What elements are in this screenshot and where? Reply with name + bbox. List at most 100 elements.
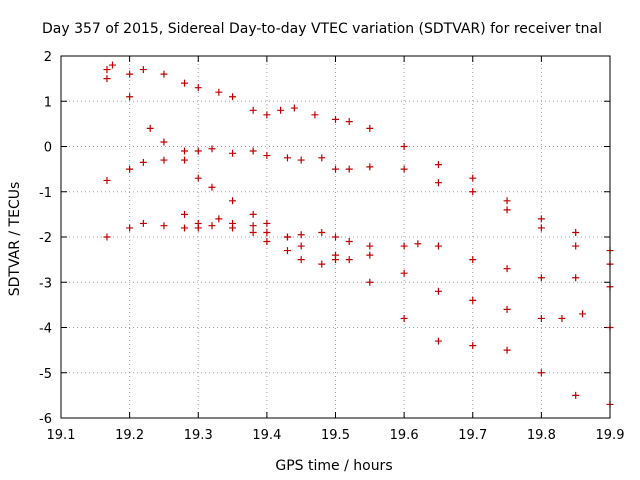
y-tick-label: -1 bbox=[39, 186, 52, 201]
data-point bbox=[215, 215, 223, 223]
data-point bbox=[537, 274, 545, 282]
data-point bbox=[318, 228, 326, 236]
data-point bbox=[400, 242, 408, 250]
y-tick-label: 2 bbox=[44, 50, 52, 65]
data-point bbox=[249, 147, 257, 155]
data-point bbox=[345, 238, 353, 246]
points-layer bbox=[103, 61, 614, 408]
y-tick-label: -4 bbox=[39, 322, 52, 337]
data-point bbox=[400, 143, 408, 150]
data-point bbox=[229, 224, 237, 232]
data-point bbox=[249, 210, 257, 218]
data-point bbox=[469, 296, 477, 304]
data-point bbox=[249, 106, 257, 114]
data-point bbox=[103, 176, 111, 184]
x-tick-label: 19.9 bbox=[596, 428, 625, 443]
data-point bbox=[366, 124, 374, 132]
data-point bbox=[469, 188, 477, 196]
data-point bbox=[503, 206, 511, 214]
data-point bbox=[263, 111, 271, 119]
data-point bbox=[469, 256, 477, 264]
y-tick-label: -3 bbox=[39, 276, 52, 291]
data-point bbox=[345, 118, 353, 126]
data-point bbox=[400, 314, 408, 322]
data-point bbox=[469, 174, 477, 182]
data-point bbox=[297, 156, 305, 164]
y-tick-label: 1 bbox=[44, 95, 52, 110]
data-point bbox=[181, 147, 189, 155]
data-point bbox=[283, 247, 291, 255]
data-point bbox=[263, 219, 271, 227]
data-point bbox=[181, 224, 189, 232]
series-track-e bbox=[181, 210, 614, 331]
x-tick-label: 19.2 bbox=[115, 428, 144, 443]
data-point bbox=[181, 79, 189, 87]
x-tick-label: 19.1 bbox=[47, 428, 76, 443]
data-point bbox=[366, 278, 374, 286]
data-point bbox=[215, 88, 223, 96]
data-point bbox=[434, 242, 442, 250]
data-point bbox=[318, 154, 326, 162]
data-point bbox=[263, 228, 271, 236]
series-track-d bbox=[103, 219, 614, 291]
data-point bbox=[126, 165, 134, 173]
data-point bbox=[249, 222, 257, 230]
y-axis-label: SDTVAR / TECUs bbox=[7, 182, 23, 297]
chart-title: Day 357 of 2015, Sidereal Day-to-day VTE… bbox=[42, 21, 602, 37]
x-tick-label: 19.7 bbox=[458, 428, 487, 443]
y-tick-label: -6 bbox=[39, 412, 52, 427]
plot-frame bbox=[60, 55, 611, 419]
data-point bbox=[366, 242, 374, 250]
data-point bbox=[263, 152, 271, 160]
x-axis-label: GPS time / hours bbox=[275, 458, 392, 474]
x-tick-label: 19.8 bbox=[527, 428, 556, 443]
data-point bbox=[181, 156, 189, 164]
data-point bbox=[332, 115, 339, 123]
data-point bbox=[126, 93, 134, 101]
data-point bbox=[297, 231, 305, 239]
data-point bbox=[503, 305, 511, 313]
data-point bbox=[229, 197, 237, 205]
data-point bbox=[160, 222, 168, 230]
data-point bbox=[332, 251, 339, 259]
data-point bbox=[434, 161, 442, 169]
data-point bbox=[208, 145, 216, 153]
data-point bbox=[283, 154, 291, 162]
data-point bbox=[229, 93, 237, 101]
y-tick-label: -5 bbox=[39, 367, 52, 382]
data-point bbox=[537, 314, 545, 322]
data-point bbox=[572, 391, 580, 399]
data-point bbox=[318, 260, 326, 268]
x-tick-label: 19.5 bbox=[321, 428, 350, 443]
data-point bbox=[229, 149, 237, 157]
y-tick-label: 0 bbox=[44, 141, 52, 156]
data-point bbox=[126, 224, 134, 232]
series-track-a bbox=[103, 75, 614, 408]
x-tick-label: 19.6 bbox=[390, 428, 419, 443]
data-point bbox=[332, 233, 339, 241]
data-point bbox=[194, 174, 202, 182]
data-point bbox=[311, 111, 319, 119]
data-point bbox=[160, 138, 168, 146]
data-point bbox=[434, 179, 442, 187]
data-point bbox=[290, 104, 298, 112]
data-point bbox=[503, 197, 511, 205]
data-point bbox=[345, 165, 353, 173]
data-point bbox=[139, 158, 147, 166]
data-point bbox=[103, 66, 111, 74]
data-point bbox=[297, 242, 305, 250]
x-tick-label: 19.3 bbox=[184, 428, 213, 443]
data-point bbox=[277, 106, 285, 114]
data-point bbox=[126, 70, 134, 78]
data-point bbox=[103, 75, 111, 83]
data-point bbox=[146, 124, 154, 132]
data-point bbox=[345, 256, 353, 264]
data-point bbox=[537, 224, 545, 232]
x-tick-label: 19.4 bbox=[252, 428, 281, 443]
data-point bbox=[160, 70, 168, 78]
data-point bbox=[400, 165, 408, 173]
data-point bbox=[572, 228, 580, 236]
data-point bbox=[249, 228, 257, 236]
data-point bbox=[414, 240, 422, 248]
